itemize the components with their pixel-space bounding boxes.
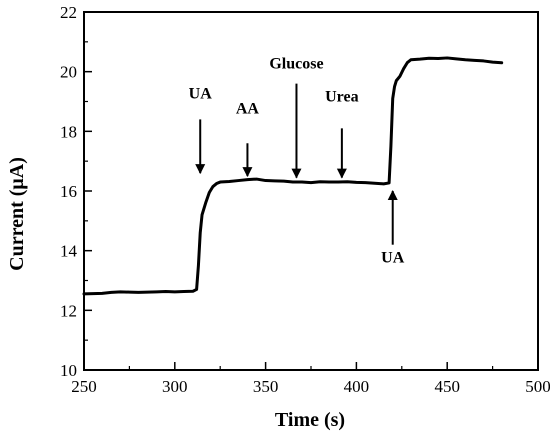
- annotation-label: Glucose: [269, 56, 323, 73]
- y-tick-label: 10: [60, 361, 77, 380]
- x-tick-label: 350: [253, 377, 279, 396]
- annotation-label: UA: [189, 86, 213, 103]
- annotation-label: AA: [236, 100, 260, 117]
- x-tick-label: 400: [344, 377, 370, 396]
- y-tick-label: 14: [60, 242, 78, 261]
- y-tick-label: 16: [60, 182, 77, 201]
- x-tick-label: 250: [71, 377, 97, 396]
- annotation-label: Urea: [325, 89, 358, 106]
- x-axis-label: Time (s): [275, 409, 345, 431]
- annotation-label: UA: [381, 250, 405, 267]
- x-tick-label: 450: [434, 377, 460, 396]
- y-tick-label: 22: [60, 3, 77, 22]
- y-axis-label: Current (μA): [6, 157, 28, 271]
- x-tick-label: 300: [162, 377, 188, 396]
- x-tick-label: 500: [525, 377, 550, 396]
- y-tick-label: 18: [60, 122, 77, 141]
- series-line: [82, 56, 504, 296]
- y-tick-label: 12: [60, 301, 77, 320]
- y-tick-label: 20: [60, 63, 77, 82]
